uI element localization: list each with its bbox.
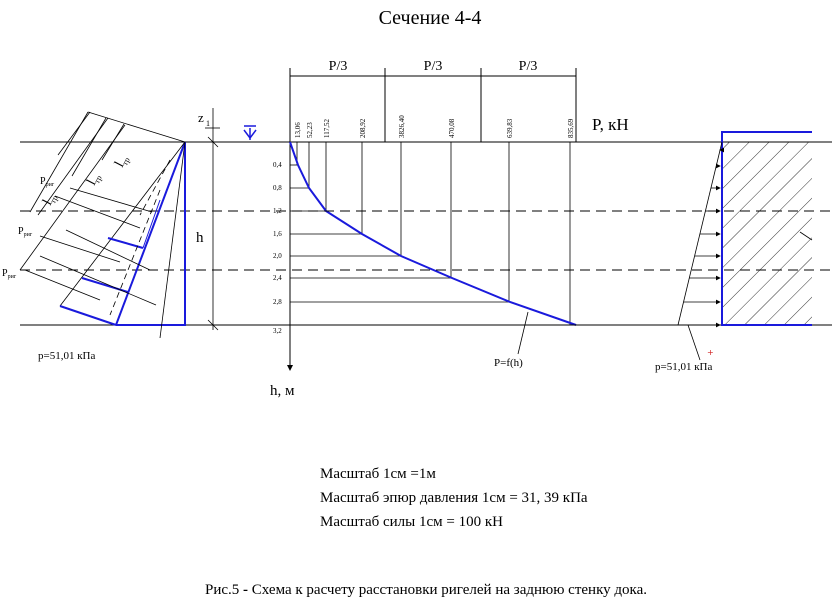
force-value-label: 835,69 — [567, 118, 575, 138]
marker-icon: + — [707, 348, 714, 357]
depth-tick-label: 2,0 — [273, 252, 282, 260]
scale-line-3: Масштаб силы 1см = 100 кН — [320, 514, 503, 530]
curve-label-leader — [517, 311, 529, 355]
z-sub: 1 — [206, 119, 210, 128]
right-pressure-label: p=51,01 кПа — [655, 361, 712, 373]
right-wall-diagram: p=51,01 кПа + — [655, 131, 813, 373]
p-rig-label-1: Pриг — [40, 176, 55, 188]
left-pressure-diagram: z 1 h lтр lтр lтр Pриг Pриг P — [2, 108, 220, 362]
water-level-icon — [243, 125, 257, 140]
load-segment-3: P/3 — [519, 59, 538, 74]
force-value-label: 208,92 — [359, 118, 367, 138]
p-axis-label: P, кН — [592, 115, 629, 134]
p-rig-label-3: Pриг — [2, 268, 17, 280]
force-value-label: 639,83 — [506, 118, 514, 138]
l2-label: lтр — [84, 171, 104, 189]
force-value-labels: 13,06 52,23 117,52 208,92 3826,40 470,08 639,8… — [294, 115, 575, 325]
l3-label: lтр — [112, 153, 132, 171]
diagram-title: Сечение 4-4 — [379, 7, 482, 29]
depth-tick-labels: 0,40,81,21,62,02,42,83,2 — [273, 161, 282, 335]
load-segment-2: P/3 — [424, 59, 443, 74]
scale-line-1: Масштаб 1см =1м — [320, 466, 436, 482]
force-value-label: 117,52 — [323, 119, 331, 138]
left-pressure-label: p=51,01 кПа — [38, 350, 95, 362]
depth-tick-label: 2,8 — [273, 298, 282, 306]
depth-tick-label: 2,4 — [273, 274, 282, 282]
l1-label: lтр — [40, 191, 60, 209]
force-value-label: 13,06 — [294, 122, 302, 138]
depth-tick-label: 1,6 — [273, 230, 282, 238]
depth-tick-label: 0,8 — [273, 184, 282, 192]
h-label: h — [196, 230, 204, 246]
force-lines — [290, 164, 576, 326]
force-value-label: 3826,40 — [398, 115, 406, 138]
force-value-label: 470,08 — [448, 118, 456, 138]
curve-label: P=f(h) — [494, 357, 523, 369]
depth-tick-label: 3,2 — [273, 327, 282, 335]
scale-line-2: Масштаб эпюр давления 1см = 31, 39 кПа — [320, 490, 588, 506]
h-axis-label: h, м — [270, 383, 295, 399]
p-rig-label-2: Pриг — [18, 226, 33, 238]
depth-tick-label: 0,4 — [273, 161, 282, 169]
right-label-leader — [687, 324, 701, 361]
force-curve — [289, 141, 577, 326]
load-segment-1: P/3 — [329, 59, 348, 74]
force-value-label: 52,23 — [306, 122, 314, 138]
figure-caption: Рис.5 - Схема к расчету расстановки риге… — [205, 582, 647, 598]
z-label: z — [198, 110, 204, 125]
load-segments: P/3 P/3 P/3 — [289, 59, 577, 142]
